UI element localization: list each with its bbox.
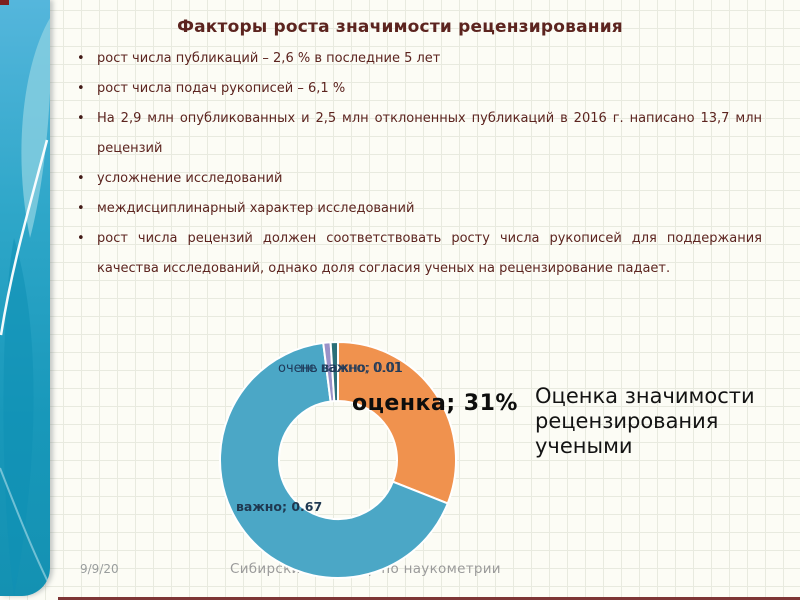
bullet-text: усложнение исследований [97, 171, 283, 186]
bottom-accent-line [58, 597, 800, 600]
slide-title: Факторы роста значимости рецензирования [177, 17, 623, 37]
chart-label-vazhno: важно; 0.67 [236, 499, 323, 514]
bullet-item: • рост числа рецензий должен соответствов… [77, 224, 762, 284]
decorative-sidebar [0, 0, 50, 596]
bullet-text: междисциплинарный характер исследований [97, 201, 415, 216]
bullet-dot: • [77, 111, 85, 126]
bullet-text: рост числа рецензий должен соответствова… [97, 231, 762, 276]
bullet-dot: • [77, 231, 85, 246]
donut-slice-ochen-vazhno [329, 340, 339, 403]
bullet-dot: • [77, 201, 85, 216]
chart-title-line: Оценка значимости [535, 384, 755, 408]
bullet-dot: • [77, 81, 85, 96]
chart-title-line: рецензирования [535, 409, 719, 433]
bullet-item: • рост числа подач рукописей – 6,1 % [77, 74, 762, 104]
donut-chart [219, 340, 457, 579]
chart-label-ocenka: оценка; 31% [352, 391, 518, 416]
bullet-item: • междисциплинарный характер исследований [77, 194, 762, 224]
sidebar-dark-wave [3, 238, 34, 596]
footer-date: 9/9/20 [80, 562, 119, 576]
top-left-accent [0, 0, 9, 5]
sidebar-swoosh-art [0, 0, 50, 596]
chart-label-ochen-vazhno: очень важно; 0.01 [278, 361, 404, 376]
sidebar-faint-curve [0, 467, 50, 587]
bullet-list: • рост числа публикаций – 2,6 % в последн… [77, 44, 762, 284]
bullet-dot: • [77, 171, 85, 186]
bullet-text: рост числа публикаций – 2,6 % в последни… [97, 51, 441, 66]
bullet-item: • На 2,9 млн опубликованных и 2,5 млн отк… [77, 104, 762, 164]
donut-slice-vazhno [219, 341, 449, 579]
bullet-text: рост числа подач рукописей – 6,1 % [97, 81, 346, 96]
bullet-text: На 2,9 млн опубликованных и 2,5 млн откл… [97, 111, 762, 156]
bullet-item: • усложнение исследований [77, 164, 762, 194]
sidebar-light-leaf [21, 18, 50, 238]
bullet-item: • рост числа публикаций – 2,6 % в последн… [77, 44, 762, 74]
chart-label-ne-vazhno: не важно; 0.01 [300, 361, 402, 376]
sidebar-white-curve [0, 139, 49, 336]
chart-title: Оценка значимости рецензирования учеными [535, 384, 785, 459]
chart-title-line: учеными [535, 434, 633, 458]
donut-slice-ocenka [337, 341, 457, 505]
bullet-dot: • [77, 51, 85, 66]
